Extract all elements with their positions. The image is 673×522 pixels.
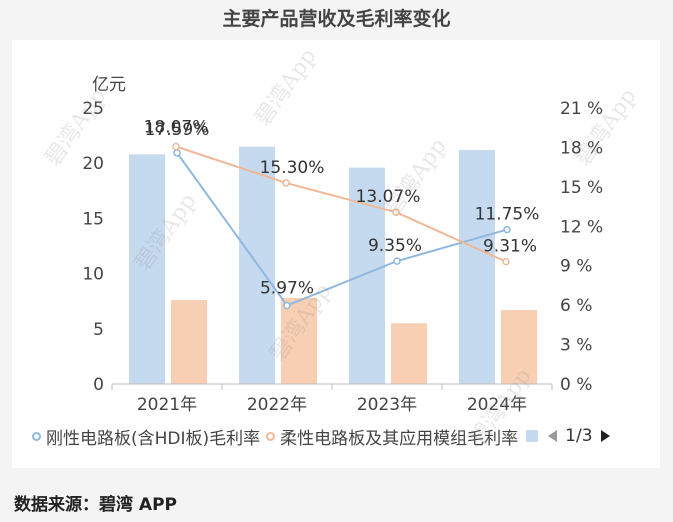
y-left-tick-label: 20	[82, 154, 104, 174]
y-left-unit-label: 亿元	[92, 75, 126, 95]
bar-series-1-bar	[501, 310, 537, 384]
legend-page-number: 1/3	[565, 426, 593, 446]
line-data-label: 5.97%	[260, 279, 314, 299]
revenue-margin-chart: 亿元 0 5 10 15 20 25 0 % 3 % 6 % 9 % 12 % 15 % 18 % 21 %…	[82, 75, 603, 415]
line-point	[283, 301, 291, 310]
legend: 刚性电路板(含HDI板)毛利率 柔性电路板及其应用模组毛利率 1/3	[32, 424, 610, 449]
y-right-tick-label: 3 %	[560, 336, 592, 356]
line-point	[392, 208, 400, 216]
legend-item-flex[interactable]: 柔性电路板及其应用模组毛利率	[266, 424, 518, 449]
line-data-label: 11.75%	[475, 205, 540, 225]
line-series-1	[175, 145, 507, 263]
x-tick-label: 2023年	[357, 395, 417, 415]
line-data-label: 13.07%	[356, 187, 421, 207]
y-left-tick-label: 0	[93, 375, 104, 395]
data-source: 数据来源：碧湾 APP	[14, 495, 177, 515]
bar-series-1-bar	[391, 323, 427, 384]
y-left-tick-label: 15	[82, 209, 104, 229]
legend-marker-rigid	[32, 431, 41, 441]
line-point	[502, 257, 510, 266]
line-series-0	[176, 152, 508, 307]
line-data-label: 18.07%	[144, 118, 209, 138]
bar-series-0-bar	[459, 149, 495, 384]
y-left-tick-label: 25	[82, 99, 104, 119]
legend-marker-bars[interactable]	[526, 430, 539, 442]
y-right-tick-label: 9 %	[560, 257, 592, 277]
y-right-tick-label: 0 %	[560, 375, 592, 395]
line-data-label: 9.35%	[368, 236, 422, 256]
x-tick-label: 2024年	[467, 395, 527, 415]
line-point	[282, 179, 290, 187]
line-point	[173, 149, 181, 157]
line-point	[393, 257, 401, 265]
y-right-tick-label: 18 %	[560, 138, 603, 158]
legend-label-rigid: 刚性电路板(含HDI板)毛利率	[46, 428, 261, 449]
line-data-label: 15.30%	[260, 158, 325, 178]
legend-next-icon[interactable]	[600, 430, 610, 442]
x-tick-label: 2021年	[137, 395, 197, 415]
legend-pager: 1/3	[548, 426, 610, 446]
legend-item-rigid[interactable]: 刚性电路板(含HDI板)毛利率	[32, 424, 260, 449]
chart-panel: 亿元 0 5 10 15 20 25 0 % 3 % 6 % 9 % 12 % 15 % 18 % 21 %…	[12, 40, 660, 468]
line-point	[172, 142, 180, 151]
x-tick-label: 2022年	[247, 395, 307, 415]
bar-series-1-bar	[171, 300, 207, 384]
y-right-tick-label: 12 %	[560, 217, 603, 237]
y-left-tick-label: 10	[82, 265, 104, 285]
y-right-tick-label: 6 %	[560, 296, 592, 316]
y-right-tick-label: 21 %	[560, 99, 603, 119]
line-data-label: 9.31%	[483, 237, 537, 257]
line-point	[503, 225, 511, 234]
page-title: 主要产品营收及毛利率变化	[222, 8, 451, 30]
bar-series-0-bar	[129, 154, 165, 384]
line-data-label: 17.59%	[145, 120, 210, 140]
legend-prev-icon[interactable]	[548, 430, 558, 442]
legend-marker-flex	[266, 431, 276, 441]
legend-label-flex: 柔性电路板及其应用模组毛利率	[280, 428, 519, 449]
y-right-tick-label: 15 %	[560, 178, 603, 198]
bar-series-1-bar	[281, 297, 317, 384]
y-left-tick-label: 5	[93, 320, 104, 340]
